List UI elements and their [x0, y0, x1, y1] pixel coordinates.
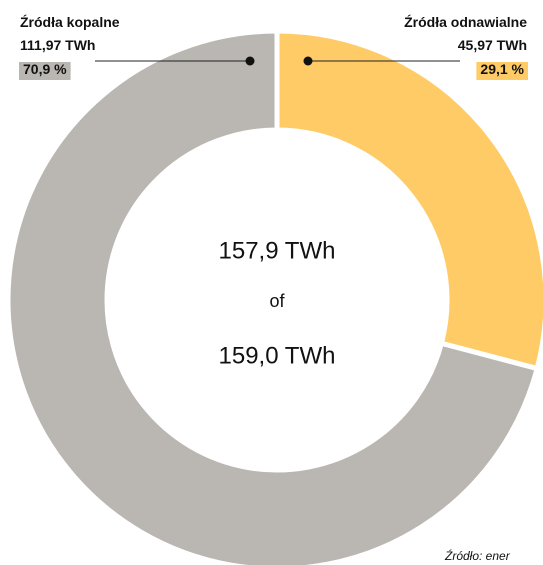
source: Źródło: ener — [444, 548, 511, 563]
leader-dot — [245, 56, 255, 66]
amount-label: 111,97 TWh — [20, 37, 95, 53]
center-capacity: 159,0 TWh — [219, 342, 336, 369]
value-label-bg — [19, 62, 71, 80]
center-total: 157,9 TWh — [219, 237, 336, 264]
donut — [5, 28, 543, 565]
value-label-bg — [476, 62, 528, 80]
leader-dot — [303, 56, 313, 66]
category-label: Źródła kopalne — [20, 14, 120, 30]
amount-label: 45,97 TWh — [458, 37, 527, 53]
value-label: 70,9 % — [23, 61, 67, 77]
center-of: of — [269, 291, 285, 311]
slice — [5, 28, 540, 565]
slice — [274, 28, 543, 372]
category-label: Źródła odnawialne — [404, 14, 527, 30]
value-label: 29,1 % — [480, 61, 524, 77]
